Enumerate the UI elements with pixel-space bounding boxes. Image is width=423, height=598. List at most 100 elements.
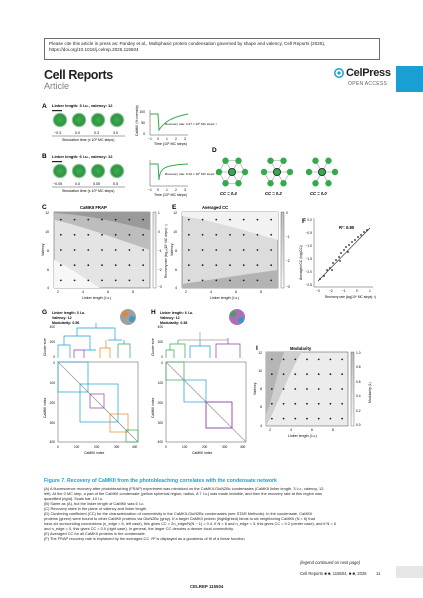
target-node-icon [317,168,326,177]
panel-i-grid-dot [270,373,273,376]
panel-i-grid-dot [282,388,285,390]
panel-f-point [366,229,368,231]
caption-line-7: have six surrounding connections (n_edge… [44,521,336,526]
panel-i-grid-dot [306,358,308,361]
panel-c-xtick-2: 6 [107,290,109,294]
panel-i-grid-dot [306,417,308,420]
network-node-icon [325,157,332,164]
panel-i-grid-dot [306,373,308,376]
panel-a-snapshots [52,110,125,128]
panel-b-time-3: 0.5 [113,182,118,186]
panel-e-grid-dot [270,264,273,267]
panel-label-b: B [42,153,47,160]
panel-i-ytick-2: 8 [260,387,262,391]
panel-h-info-0: Linker length: 6 l.u. [160,311,193,315]
panel-b-title: Linker length: 6 l.u., valency: 12 [52,154,113,159]
panel-c-grid-dot [73,249,76,251]
panel-h-xtick-0: 0 [165,445,167,449]
panel-c-grid-dot [59,264,62,267]
network-node-icon [235,157,242,164]
panel-g-ctick-2: 0 [53,355,55,359]
panel-e-grid-dot [215,264,218,267]
panel-e-grid-dot [256,233,259,236]
panel-e-grid-dot [187,249,190,251]
panel-f-ytick-0: 0.0 [307,218,312,222]
panel-h-ctick-1: 200 [158,340,164,344]
panel-a-ytick-2: 0 [143,132,145,136]
panel-c-grid-dot [73,264,76,267]
panel-i-grid-dot [270,402,273,405]
panel-c-grid-dot [87,233,90,236]
panel-g-ytick-3: 300 [50,421,56,425]
panel-g-ytick-1: 100 [50,381,56,385]
panel-e-grid-dot [215,218,218,221]
panel-e-xtick-3: 8 [260,290,262,294]
panel-a-yaxis-label: CaMKII (% intensity) [135,105,139,136]
panel-c-grid-dot [87,279,90,282]
panel-i-grid-dot [294,402,297,405]
panel-f-point [351,241,353,243]
panel-b-xtick-0: −1 [148,188,152,192]
panel-i-cbar-tick-0: 1.0 [356,351,361,355]
panel-f-xtick-1: −2 [329,289,333,293]
panel-c-grid-dot [59,233,62,236]
panel-g-ytick-0: 0 [53,361,55,365]
panel-c-colorbar [152,211,157,289]
panel-c-grid-dot [87,249,90,251]
panel-f-xtick-4: 1 [369,289,371,293]
panel-i-cbar-label: Modularity (1) [368,382,372,403]
target-node-icon [272,168,281,177]
panel-g-xtick-1: 100 [74,445,80,449]
panel-g-ytick-4: 400 [50,440,56,444]
panel-e-dots [187,218,273,282]
panel-i-grid-dot [294,373,297,376]
panel-i-grid-dot [329,388,332,390]
panel-c-grid-dot [59,279,62,282]
panel-i-grid-dot [282,373,285,376]
panel-f-point [343,249,345,251]
panel-a-time-3: 3.0 [113,131,118,135]
panel-f-r2: R²: 0.80 [339,225,355,230]
panel-e-grid-dot [201,264,204,267]
panel-c-grid-dot [101,233,103,236]
panel-e-grid-dot [229,218,231,221]
panel-a-time-0: −0.3 [54,131,61,135]
panel-e-grid-dot [242,264,245,267]
panel-i-cbar-tick-2: 0.6 [356,380,361,384]
panel-c-cbar-label: Recovery rate (log₁₀(10⁶ MC steps)⁻¹) [164,224,168,278]
panel-a-time-1: 0.0 [75,131,80,135]
panel-e-grid-dot [270,279,273,282]
panel-g-dendrogram [57,323,131,358]
panel-f-point [340,252,342,254]
panel-d-cc-1: CC = 0.2 [265,191,282,196]
panel-c-ytick-0: 12 [45,211,49,215]
panel-b-recovery-text: Recovery rate: 8.19 × 10⁶ MC steps⁻¹ [165,172,217,176]
panel-c-cbar-tick-1: 0 [158,230,160,234]
panel-e-grid-dot [256,264,259,267]
network-node-icon [312,157,319,164]
panel-i-xtick-3: 8 [332,428,334,432]
panel-e-ytick-4: 4 [175,286,177,290]
panel-f-ytick-3: −1.5 [305,257,312,261]
panel-i-cbar-tick-3: 0.4 [356,394,361,398]
footer-accent-bar [396,566,423,578]
panel-c-grid-dot [142,279,145,282]
panel-i-cbar-tick-5: 0.0 [356,423,361,427]
panel-e-grid-dot [242,249,245,251]
panel-d-network-diagrams [215,157,339,187]
panel-e-grid-dot [187,264,190,267]
panel-i-dots [270,358,344,420]
network-node-icon [305,168,313,176]
panel-e-ytick-2: 8 [175,249,177,253]
panel-e-grid-dot [229,279,231,282]
panel-c-grid-dot [59,249,62,251]
panel-e-grid-dot [256,218,259,221]
panel-f-ytick-4: −2.0 [305,270,312,274]
panel-h-ytick-3: 300 [158,421,164,425]
panel-i-grid-dot [317,417,320,420]
panel-c-cbar-tick-2: −1 [158,249,162,253]
panel-i-colorbar [350,351,355,427]
panel-label-f: F [302,218,306,225]
panel-e-grid-dot [242,233,245,236]
panel-h-info-2: Modularity: 0.38 [160,321,187,325]
